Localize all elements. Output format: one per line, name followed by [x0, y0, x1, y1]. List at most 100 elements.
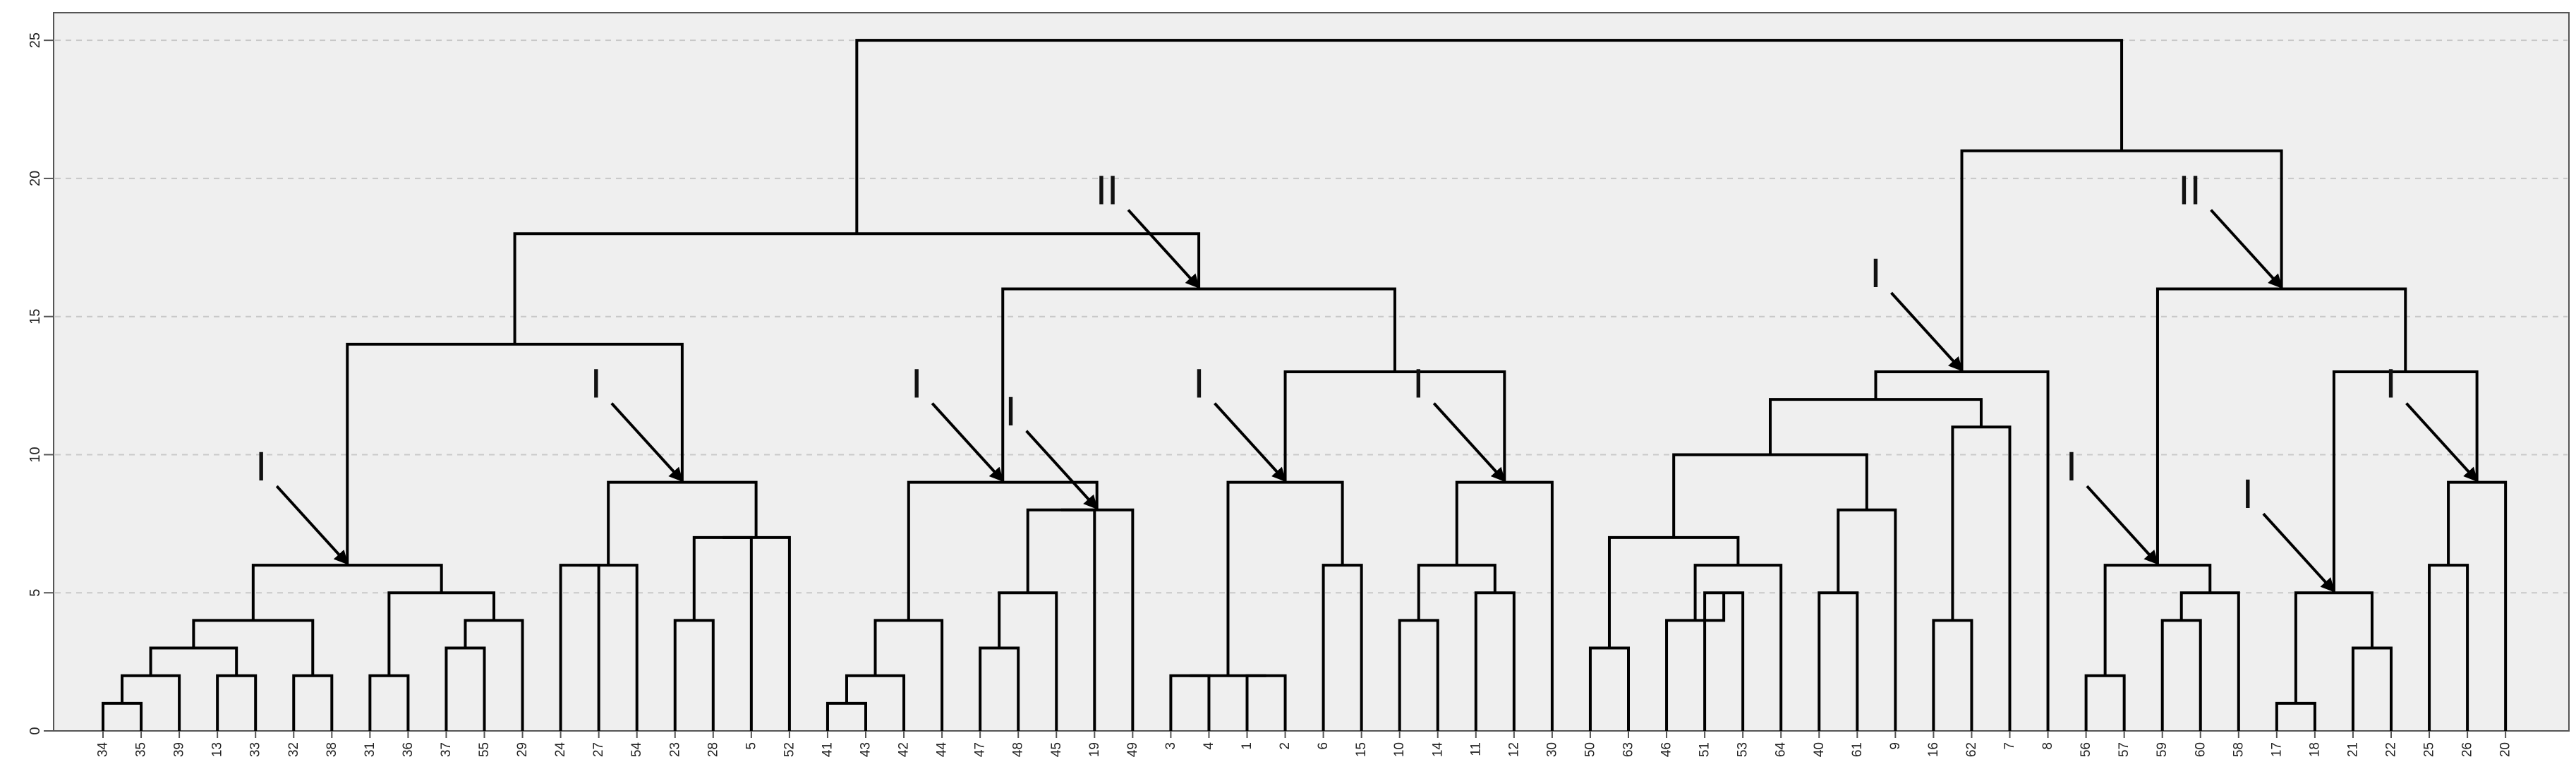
annotation-label: I — [255, 444, 267, 490]
leaf-label: 56 — [2079, 742, 2093, 757]
y-axis: 0 5 10 15 20 25 — [28, 13, 54, 735]
leaf-label: 4 — [1202, 742, 1216, 750]
leaf-label: 52 — [782, 742, 797, 757]
leaf-label: 11 — [1468, 742, 1483, 756]
dendrogram-link — [673, 619, 715, 731]
leaf-label: 3 — [1163, 742, 1178, 750]
leaf-label: 60 — [2193, 742, 2208, 757]
leaf-label: 55 — [477, 742, 492, 757]
dendrogram-link — [998, 591, 1058, 731]
leaf-label: 35 — [134, 742, 149, 757]
leaf-label: 15 — [1354, 742, 1369, 757]
dendrogram-link — [1398, 619, 1439, 731]
leaf-label: 63 — [1621, 742, 1636, 757]
leaf-label: 50 — [1583, 742, 1597, 757]
leaf-label: 8 — [2040, 742, 2055, 750]
annotation-label: I — [2242, 471, 2254, 517]
dendrogram-link — [1769, 398, 1983, 455]
leaf-label: 13 — [210, 742, 225, 757]
annotation-label: I — [911, 361, 922, 407]
annotation-arrow — [275, 485, 349, 565]
annotation-arrow — [2262, 512, 2335, 593]
leaf-label: 48 — [1011, 742, 1026, 757]
leaf-label: 23 — [667, 742, 682, 757]
leaf-label: 22 — [2384, 742, 2399, 757]
dendrogram-link — [579, 564, 639, 731]
dendrogram-link — [1026, 508, 1096, 731]
leaf-label: 45 — [1049, 742, 1064, 757]
annotation-arrow — [1025, 430, 1099, 510]
leaf-label: 6 — [1316, 742, 1331, 750]
y-tick-label: 0 — [28, 727, 43, 734]
leaf-label: 62 — [1964, 742, 1979, 757]
leaf-label: 36 — [401, 742, 416, 757]
leaf-label: 41 — [820, 742, 835, 757]
leaf-label: 14 — [1430, 742, 1445, 758]
dendrogram-link — [2103, 564, 2212, 676]
y-tick-label: 5 — [28, 589, 43, 597]
dendrogram-link — [2428, 564, 2469, 731]
leaf-label: 28 — [706, 742, 720, 757]
dendrogram-link — [1322, 564, 1363, 731]
dendrogram-link — [1818, 591, 1859, 731]
leaf-label: 16 — [1926, 742, 1941, 757]
dendrogram-link — [2179, 591, 2240, 731]
dendrogram-link — [464, 619, 524, 731]
leaf-label: 21 — [2345, 742, 2360, 757]
y-tick-label: 20 — [28, 171, 43, 186]
leaf-label: 64 — [1774, 742, 1789, 758]
leaf-label: 40 — [1812, 742, 1827, 757]
dendrogram-link — [1693, 564, 1783, 731]
annotation-arrow — [1890, 291, 1963, 372]
leaf-label: 42 — [897, 742, 912, 757]
leaf-label: 19 — [1087, 742, 1102, 757]
annotation-arrow — [1432, 402, 1506, 483]
dendrogram-link — [722, 535, 791, 731]
annotation-arrow — [2405, 402, 2479, 483]
annotation-label: I — [591, 361, 602, 407]
leaf-label: 1 — [1240, 742, 1254, 750]
leaf-label: 49 — [1125, 742, 1140, 757]
leaf-label: 61 — [1850, 742, 1865, 757]
annotation-arrow — [610, 402, 684, 483]
leaf-label: 54 — [629, 742, 644, 758]
leaf-labels: 34 35 39 13 33 32 38 31 36 37 55 29 24 27 54 23 28 5 52 41 4… — [96, 731, 2513, 757]
leaf-label: 27 — [591, 742, 606, 757]
leaf-label: 38 — [325, 742, 339, 757]
dendrogram-link — [2294, 591, 2374, 703]
leaf-label: 2 — [1278, 742, 1293, 750]
dendrogram-link — [855, 39, 2124, 234]
leaf-label: 44 — [935, 742, 950, 758]
dendrogram-link — [2160, 619, 2202, 731]
annotation-arrow — [1214, 402, 1287, 483]
leaf-label: 17 — [2269, 742, 2284, 757]
annotation-arrow — [931, 402, 1004, 483]
leaf-label: 37 — [439, 742, 454, 757]
annotation-arrow — [2086, 485, 2159, 565]
dendrogram-link — [513, 232, 1201, 344]
leaf-label: 32 — [286, 742, 301, 757]
y-tick-label: 10 — [28, 447, 43, 462]
dendrogram-link — [192, 619, 315, 676]
dendrogram-link — [1061, 508, 1135, 731]
annotation-arrow — [1127, 209, 1200, 289]
leaf-label: 33 — [248, 742, 263, 757]
leaf-label: 31 — [363, 742, 377, 757]
leaf-label: 46 — [1659, 742, 1674, 757]
leaf-label: 53 — [1736, 742, 1750, 757]
leaf-label: 43 — [859, 742, 873, 757]
leaf-label: 47 — [973, 742, 988, 757]
leaf-label: 51 — [1698, 742, 1712, 757]
annotation-label: I — [1870, 250, 1881, 296]
leaf-label: 20 — [2498, 742, 2513, 757]
dendrogram-links — [102, 39, 2508, 731]
leaf-label: 59 — [2155, 742, 2170, 757]
annotation-label: I — [1413, 361, 1424, 407]
annotation-label: I — [2385, 361, 2396, 407]
leaf-label: 57 — [2117, 742, 2131, 757]
leaf-label: 24 — [553, 742, 568, 758]
dendrogram-link — [1474, 591, 1516, 731]
leaf-label: 58 — [2231, 742, 2246, 757]
